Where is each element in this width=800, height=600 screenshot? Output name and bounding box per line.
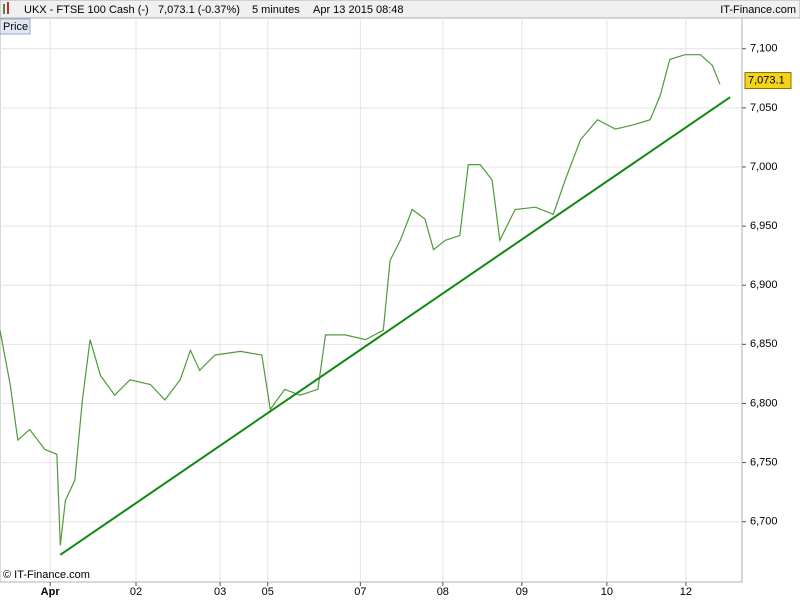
x-tick-label: 09 <box>516 586 528 598</box>
last-price-label: 7,073.1 <box>748 74 785 86</box>
icon <box>7 2 9 14</box>
trend-line <box>59 96 731 556</box>
x-tick-label: 10 <box>601 586 613 598</box>
interval: 5 minutes <box>252 4 300 16</box>
y-tick-label: 6,950 <box>750 220 778 232</box>
y-tick-label: 7,000 <box>750 161 778 173</box>
panel-label: Price <box>3 21 28 33</box>
panel-tab[interactable] <box>0 18 31 35</box>
x-tick-label: 08 <box>437 586 449 598</box>
x-tick-label: 03 <box>214 586 226 598</box>
datetime: Apr 13 2015 08:48 <box>313 4 404 16</box>
x-tick-label: 12 <box>680 586 692 598</box>
icon <box>3 4 5 14</box>
quote: 7,073.1 (-0.37%) <box>158 4 240 16</box>
copyright: © IT-Finance.com <box>3 569 90 581</box>
y-tick-label: 6,800 <box>750 397 778 409</box>
y-tick-label: 6,850 <box>750 338 778 350</box>
symbol: UKX - FTSE 100 Cash (-) <box>24 4 149 16</box>
x-tick-label: Apr <box>41 586 61 598</box>
last-price-box <box>744 72 792 90</box>
price-line <box>0 54 721 546</box>
y-tick-label: 6,900 <box>750 279 778 291</box>
source: IT-Finance.com <box>720 4 796 16</box>
x-tick-label: 02 <box>130 586 142 598</box>
plot-area <box>0 17 743 583</box>
x-tick-label: 07 <box>354 586 366 598</box>
y-tick-label: 7,050 <box>750 102 778 114</box>
y-tick-label: 6,750 <box>750 456 778 468</box>
y-tick-label: 6,700 <box>750 516 778 528</box>
y-tick-label: 7,100 <box>750 43 778 55</box>
x-tick-label: 05 <box>262 586 274 598</box>
